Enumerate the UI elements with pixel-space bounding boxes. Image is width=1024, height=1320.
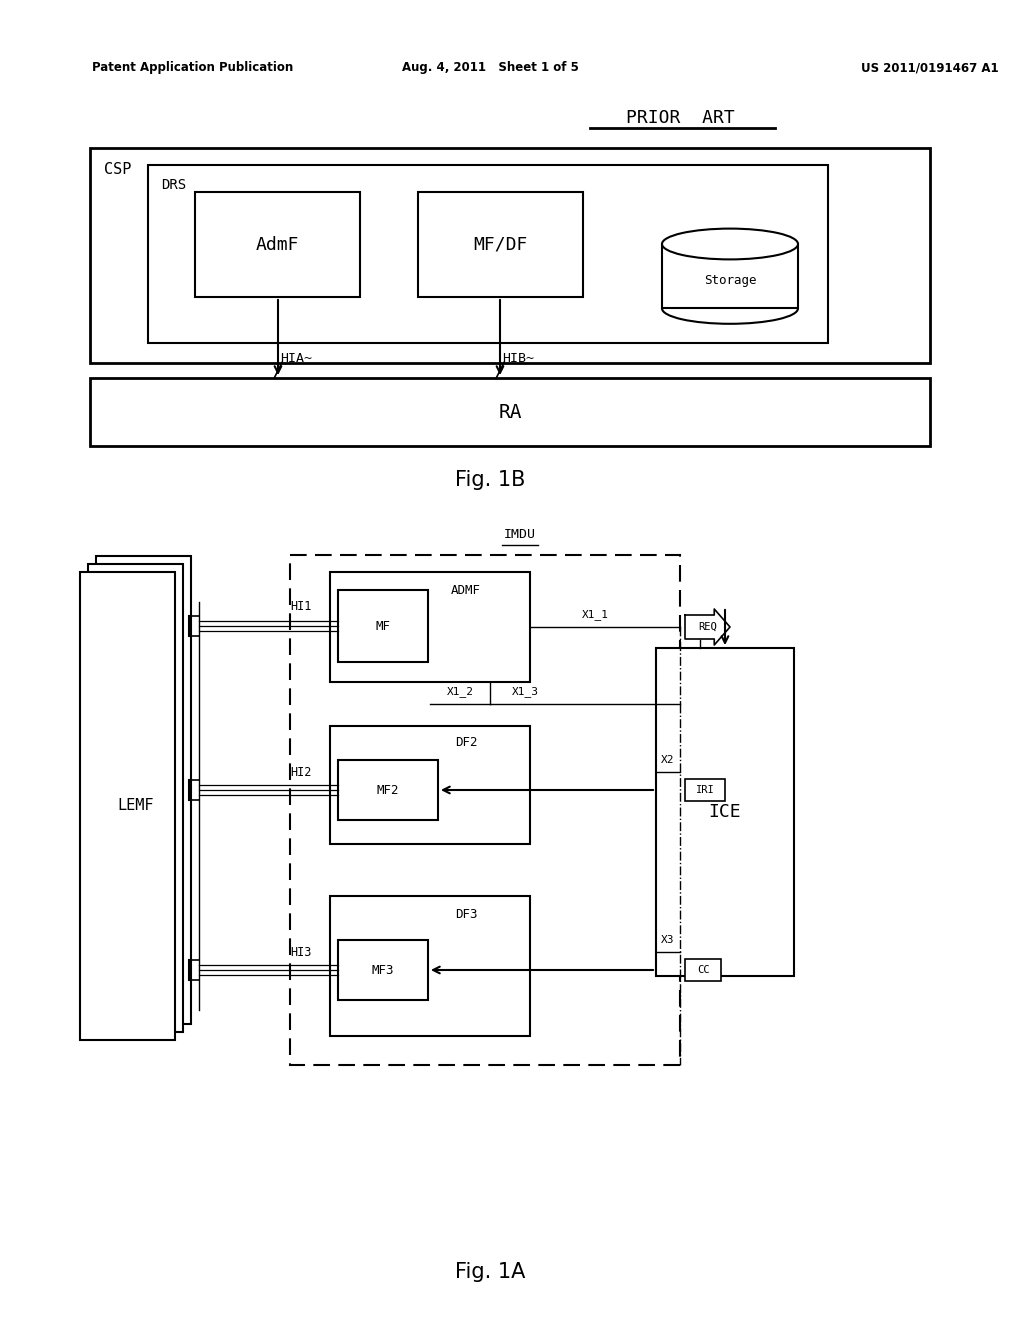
Text: CC: CC [696, 965, 710, 975]
Bar [195, 191, 360, 297]
Text: RA: RA [499, 403, 522, 421]
Text: MF/DF: MF/DF [473, 235, 527, 253]
Text: ADMF: ADMF [451, 583, 481, 597]
Bar [685, 960, 721, 981]
Bar [338, 940, 428, 1001]
Text: Fig. 1A: Fig. 1A [455, 1262, 525, 1282]
Bar [90, 378, 930, 446]
Text: DF3: DF3 [455, 908, 477, 920]
Bar [338, 590, 428, 663]
Bar [148, 165, 828, 343]
Bar [685, 779, 725, 801]
Bar [330, 726, 530, 843]
Bar [338, 760, 438, 820]
Bar [418, 191, 583, 297]
Text: X1_2: X1_2 [446, 686, 473, 697]
Text: HI1: HI1 [290, 599, 311, 612]
Text: Aug. 4, 2011   Sheet 1 of 5: Aug. 4, 2011 Sheet 1 of 5 [401, 62, 579, 74]
Text: IMDU: IMDU [504, 528, 536, 540]
Text: HI3: HI3 [290, 945, 311, 958]
Text: PRIOR  ART: PRIOR ART [626, 110, 734, 127]
Bar [662, 244, 798, 309]
Text: CSP: CSP [104, 162, 132, 177]
Bar [96, 556, 191, 1024]
Text: Fig. 1B: Fig. 1B [455, 470, 525, 490]
Bar [330, 572, 530, 682]
Text: DF2: DF2 [455, 735, 477, 748]
Bar [80, 572, 175, 1040]
Polygon shape [685, 609, 730, 645]
Text: X2: X2 [662, 755, 675, 766]
Text: REQ: REQ [698, 622, 717, 632]
Text: X3: X3 [662, 935, 675, 945]
Text: LEMF: LEMF [118, 799, 154, 813]
Text: MF: MF [376, 619, 390, 632]
Text: MF2: MF2 [377, 784, 399, 796]
Text: AdmF: AdmF [256, 235, 299, 253]
Bar [88, 564, 183, 1032]
Text: DRS: DRS [162, 178, 186, 191]
Text: HI2: HI2 [290, 766, 311, 779]
Text: MF3: MF3 [372, 964, 394, 977]
Ellipse shape [662, 228, 798, 260]
Text: IRI: IRI [695, 785, 715, 795]
Text: HIA~: HIA~ [280, 352, 312, 366]
Text: US 2011/0191467 A1: US 2011/0191467 A1 [861, 62, 998, 74]
Bar [290, 554, 680, 1065]
Bar [90, 148, 930, 363]
Text: X1_3: X1_3 [512, 686, 539, 697]
Text: HIB~: HIB~ [502, 352, 534, 366]
Text: Storage: Storage [703, 275, 757, 286]
Bar [656, 648, 794, 975]
Bar [330, 896, 530, 1036]
Text: X1_1: X1_1 [582, 610, 608, 620]
Text: Patent Application Publication: Patent Application Publication [92, 62, 293, 74]
Text: ICE: ICE [709, 803, 741, 821]
